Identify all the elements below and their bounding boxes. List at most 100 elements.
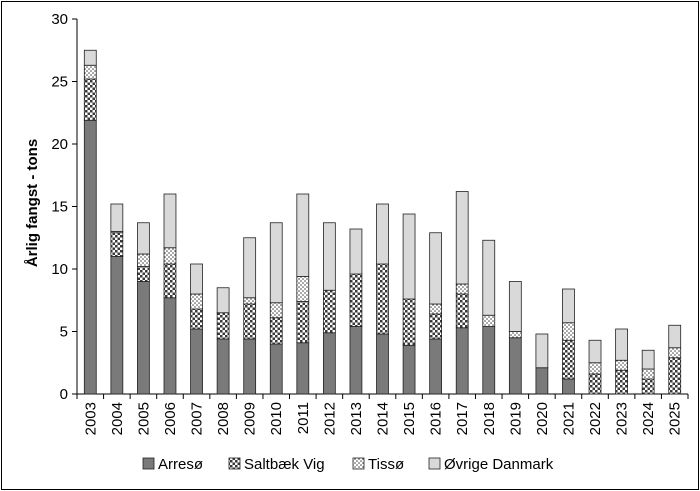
bar-segment-saltbaek-vig	[190, 308, 203, 330]
bar-segment-tisso	[429, 303, 443, 315]
y-axis-label: Årlig fangst - tons	[24, 139, 41, 267]
bar-segment-arreso	[562, 378, 575, 395]
bar-segment-ovrige-danmark	[641, 349, 655, 370]
bar-segment-saltbaek-vig	[83, 78, 97, 121]
bar-segment-tisso	[83, 64, 97, 80]
bar-segment-tisso	[137, 253, 150, 267]
legend-swatch	[352, 457, 365, 470]
bar-segment-tisso	[668, 347, 682, 359]
bar-segment-saltbaek-vig	[296, 301, 310, 344]
bar-segment-arreso	[83, 119, 97, 395]
legend-label: Øvrige Danmark	[444, 456, 554, 473]
y-tick-label: 15	[51, 199, 68, 216]
bar-segment-ovrige-danmark	[668, 324, 682, 349]
y-tick-label: 30	[51, 11, 68, 28]
bar-segment-saltbaek-vig	[322, 289, 336, 334]
bar-segment-ovrige-danmark	[402, 213, 416, 300]
bar-segment-arreso	[110, 256, 124, 395]
bar-segment-ovrige-danmark	[482, 239, 496, 316]
y-tick-label: 20	[51, 136, 68, 153]
x-tick-label: 2018	[481, 402, 498, 435]
bars-group	[83, 49, 682, 395]
bar-segment-arreso	[216, 338, 230, 395]
x-tick-label: 2007	[189, 402, 206, 435]
bar-segment-tisso	[508, 331, 522, 339]
bar-segment-tisso	[243, 297, 257, 305]
x-tick-label: 2012	[321, 402, 338, 435]
bar-segment-tisso	[269, 302, 283, 319]
legend-swatch	[228, 457, 241, 470]
bar-segment-saltbaek-vig	[455, 293, 469, 329]
bar-segment-arreso	[535, 367, 549, 395]
y-tick-label: 5	[60, 324, 68, 341]
bar-segment-saltbaek-vig	[668, 357, 682, 395]
legend-label: Arresø	[158, 456, 203, 473]
bar-segment-ovrige-danmark	[269, 222, 283, 304]
bar-segment-saltbaek-vig	[163, 263, 177, 299]
y-axis: 0 5 10 15 20 25 30	[51, 11, 78, 403]
bar-segment-ovrige-danmark	[349, 228, 363, 275]
bar-segment-arreso	[402, 344, 416, 395]
bar-segment-saltbaek-vig	[216, 312, 230, 340]
bar-segment-saltbaek-vig	[137, 266, 150, 282]
bar-segment-arreso	[190, 328, 203, 395]
bar-segment-ovrige-danmark	[562, 288, 575, 324]
bar-segment-arreso	[296, 342, 310, 395]
bar-segment-arreso	[508, 337, 522, 395]
bar-segment-ovrige-danmark	[243, 237, 257, 299]
bar-segment-ovrige-danmark	[508, 281, 522, 332]
bar-segment-tisso	[641, 368, 655, 380]
x-axis: 2003 2004 2005 2006 2007 2008 2009 2010 2011 2012…	[76, 393, 689, 435]
bar-segment-tisso	[615, 359, 628, 371]
x-tick-label: 2015	[401, 402, 418, 435]
bar-segment-tisso	[455, 283, 469, 295]
bar-segment-ovrige-danmark	[216, 287, 230, 314]
x-tick-label: 2023	[614, 402, 631, 435]
x-tick-label: 2005	[135, 402, 152, 435]
x-tick-label: 2016	[428, 402, 445, 435]
x-tick-label: 2022	[587, 402, 604, 435]
bar-segment-saltbaek-vig	[269, 317, 283, 345]
bar-segment-saltbaek-vig	[349, 273, 363, 327]
bar-segment-tisso	[190, 293, 203, 310]
bar-segment-tisso	[163, 247, 177, 265]
x-tick-label: 2025	[667, 402, 684, 435]
bar-segment-arreso	[243, 338, 257, 395]
y-tick-label: 25	[51, 74, 68, 91]
legend-label: Saltbæk Vig	[244, 456, 325, 473]
bar-segment-ovrige-danmark	[137, 222, 150, 255]
bar-segment-arreso	[163, 297, 177, 395]
x-tick-label: 2014	[375, 402, 392, 435]
y-tick-label: 0	[60, 386, 68, 403]
bar-segment-ovrige-danmark	[163, 193, 177, 249]
x-tick-label: 2020	[534, 402, 551, 435]
bar-segment-saltbaek-vig	[641, 378, 655, 395]
x-tick-label: 2021	[560, 402, 577, 435]
legend-label: Tissø	[368, 456, 404, 473]
x-tick-label: 2019	[507, 402, 524, 435]
bar-segment-saltbaek-vig	[615, 369, 628, 395]
bar-segment-tisso	[296, 276, 310, 302]
bar-segment-tisso	[482, 314, 496, 327]
y-tick-label: 10	[51, 261, 68, 278]
x-tick-label: 2008	[215, 402, 232, 435]
x-tick-label: 2011	[295, 402, 312, 434]
x-tick-label: 2013	[348, 402, 365, 435]
bar-segment-saltbaek-vig	[110, 232, 124, 257]
x-tick-label: 2009	[242, 402, 259, 435]
bar-segment-ovrige-danmark	[296, 193, 310, 277]
x-tick-label: 2017	[454, 402, 471, 435]
bar-segment-saltbaek-vig	[402, 298, 416, 346]
bar-segment-arreso	[376, 333, 389, 395]
bar-segment-arreso	[429, 338, 443, 395]
x-tick-label: 2004	[109, 402, 126, 435]
bar-segment-ovrige-danmark	[429, 232, 443, 305]
legend-swatch	[428, 457, 441, 470]
bar-segment-ovrige-danmark	[190, 263, 203, 295]
bar-segment-saltbaek-vig	[376, 263, 389, 335]
legend-swatch	[142, 457, 155, 470]
bar-segment-arreso	[137, 281, 150, 395]
bar-segment-ovrige-danmark	[376, 203, 389, 265]
bar-segment-tisso	[562, 322, 575, 341]
